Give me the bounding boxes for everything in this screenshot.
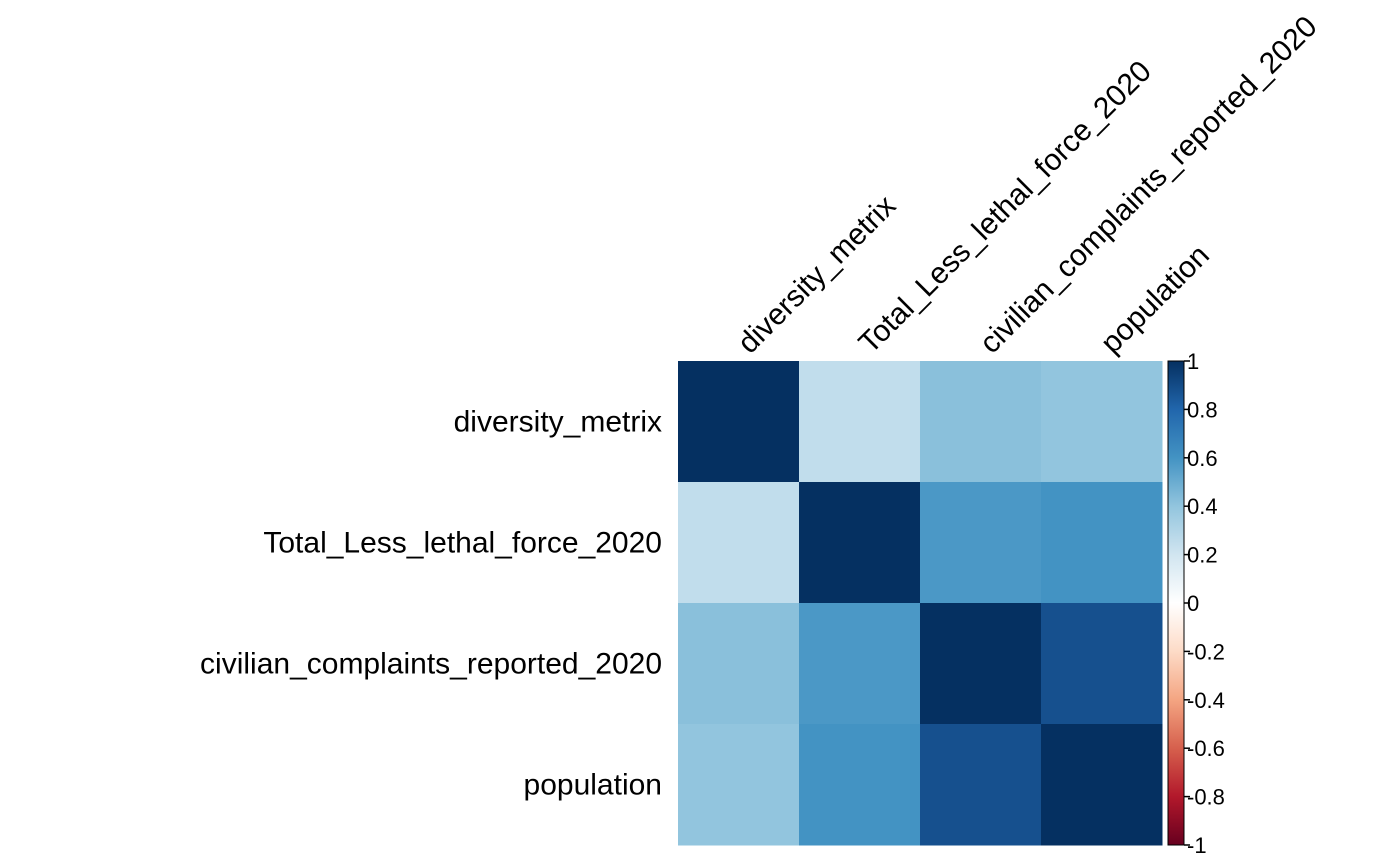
heatmap-cell-0-0 (678, 361, 800, 483)
heatmap-cell-2-3 (1041, 603, 1163, 725)
row-label-2: civilian_complaints_reported_2020 (200, 648, 662, 681)
heatmap-cell-3-1 (799, 724, 921, 846)
heatmap-cell-2-2 (920, 603, 1042, 725)
heatmap-cell-3-2 (920, 724, 1042, 846)
color-legend-tick-label-9: -0.8 (1187, 785, 1225, 810)
heatmap-cells (678, 361, 1163, 846)
color-legend-tick-label-1: 0.8 (1187, 397, 1218, 422)
heatmap-cell-1-2 (920, 482, 1042, 604)
color-legend-tick-label-6: -0.2 (1187, 639, 1225, 664)
heatmap-cell-1-0 (678, 482, 800, 604)
color-legend: 1 0.8 0.6 0.4 0.2 0 -0.2 -0.4 -0.6 -0.8 -1 (1167, 349, 1225, 858)
heatmap-cell-3-0 (678, 724, 800, 846)
heatmap-cell-1-1 (799, 482, 921, 604)
row-labels: diversity_metrix Total_Less_lethal_force_… (200, 406, 662, 802)
color-legend-tick-label-0: 1 (1187, 349, 1199, 374)
color-legend-tick-label-2: 0.6 (1187, 446, 1218, 471)
heatmap-cell-0-2 (920, 361, 1042, 483)
row-label-1: Total_Less_lethal_force_2020 (263, 527, 662, 560)
heatmap-cell-1-3 (1041, 482, 1163, 604)
heatmap-cell-0-1 (799, 361, 921, 483)
heatmap-cell-0-3 (1041, 361, 1163, 483)
heatmap-cell-3-3 (1041, 724, 1163, 846)
color-legend-tick-label-3: 0.4 (1187, 494, 1218, 519)
column-label-3: population (1095, 239, 1216, 360)
color-legend-bar (1167, 360, 1185, 846)
color-legend-tick-label-10: -1 (1187, 833, 1207, 858)
column-labels: diversity_metrixTotal_Less_lethal_force_… (732, 10, 1324, 360)
row-label-3: population (524, 769, 662, 802)
heatmap-cell-2-1 (799, 603, 921, 725)
color-legend-ticks: 1 0.8 0.6 0.4 0.2 0 -0.2 -0.4 -0.6 -0.8 -1 (1184, 349, 1225, 858)
color-legend-tick-label-7: -0.4 (1187, 688, 1225, 713)
row-label-0: diversity_metrix (454, 406, 662, 439)
color-legend-tick-label-4: 0.2 (1187, 543, 1218, 568)
color-legend-tick-label-5: 0 (1187, 591, 1199, 616)
color-legend-tick-label-8: -0.6 (1187, 736, 1225, 761)
heatmap-cell-2-0 (678, 603, 800, 725)
